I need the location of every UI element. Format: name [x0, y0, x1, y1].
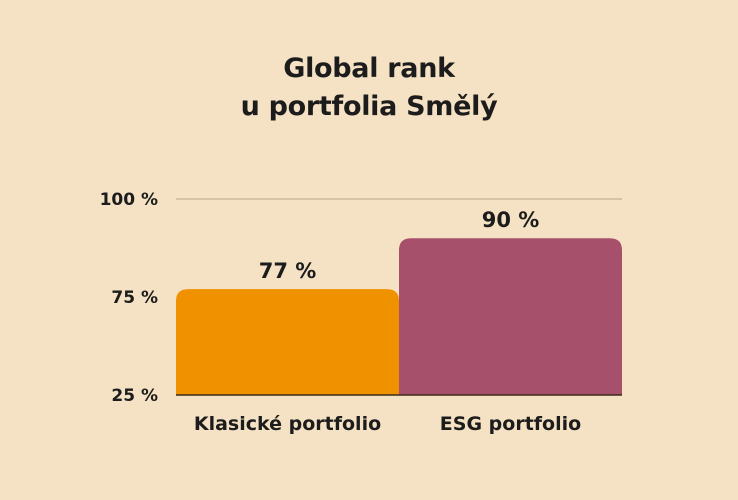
y-tick-label-100: 100 % [100, 190, 158, 210]
bar-2 [399, 238, 622, 395]
chart-title-line-1: Global rank [283, 53, 455, 84]
chart-title: Global rank u portfolia Smělý [0, 50, 738, 126]
category-label-2: ESG portfolio [440, 413, 581, 435]
bar-1 [176, 289, 399, 395]
y-tick-label-25: 25 % [111, 386, 158, 406]
data-label-2: 90 % [482, 208, 540, 232]
category-label-1: Klasické portfolio [194, 413, 381, 435]
data-label-1: 77 % [259, 259, 317, 283]
chart-title-line-2: u portfolia Smělý [240, 91, 498, 122]
y-tick-label-75: 75 % [111, 288, 158, 308]
